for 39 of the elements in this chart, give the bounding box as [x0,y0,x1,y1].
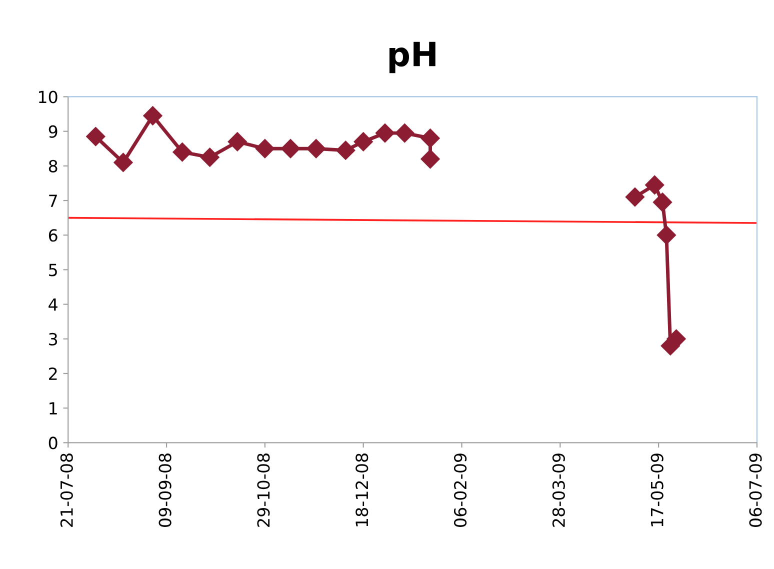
x-tick-label: 29-10-08 [257,454,270,527]
x-tick-label: 06-02-09 [454,454,467,527]
point [228,132,247,152]
y-tick-label: 6 [48,229,58,242]
y-tick-label: 5 [49,264,57,276]
point [354,132,373,152]
y-tick-label: 2 [49,367,57,380]
y-tick-label: 3 [49,332,58,346]
point [86,126,106,146]
point [255,139,274,158]
point [200,148,220,167]
y-tick-label: 7 [49,194,57,207]
point [336,140,356,160]
point [114,152,133,172]
y-tick-label: 9 [48,125,58,138]
x-tick-label: 06-07-09 [749,454,762,527]
y-tick-label: 4 [48,298,58,311]
point [280,139,300,158]
x-tick-label: 18-12-08 [356,454,368,526]
x-tick-label: 09-09-08 [158,454,172,527]
point [172,142,192,162]
y-tick-label: 8 [48,160,58,172]
point [652,192,672,212]
point [420,149,440,169]
y-tick-label: 1 [50,402,57,414]
point [395,124,414,143]
y-tick-label: 0 [48,436,58,450]
point [645,175,664,194]
point [306,139,326,158]
x-tick-label: 28-03-09 [552,454,565,527]
x-tick-label: 21-07-08 [60,454,73,527]
chart-title: pH [389,42,436,74]
point [625,188,644,207]
point [375,124,395,143]
point [143,106,162,126]
x-tick-label: 17-05-09 [650,454,664,526]
point [420,128,440,148]
y-tick-label: 10 [39,90,58,104]
point [656,226,676,245]
